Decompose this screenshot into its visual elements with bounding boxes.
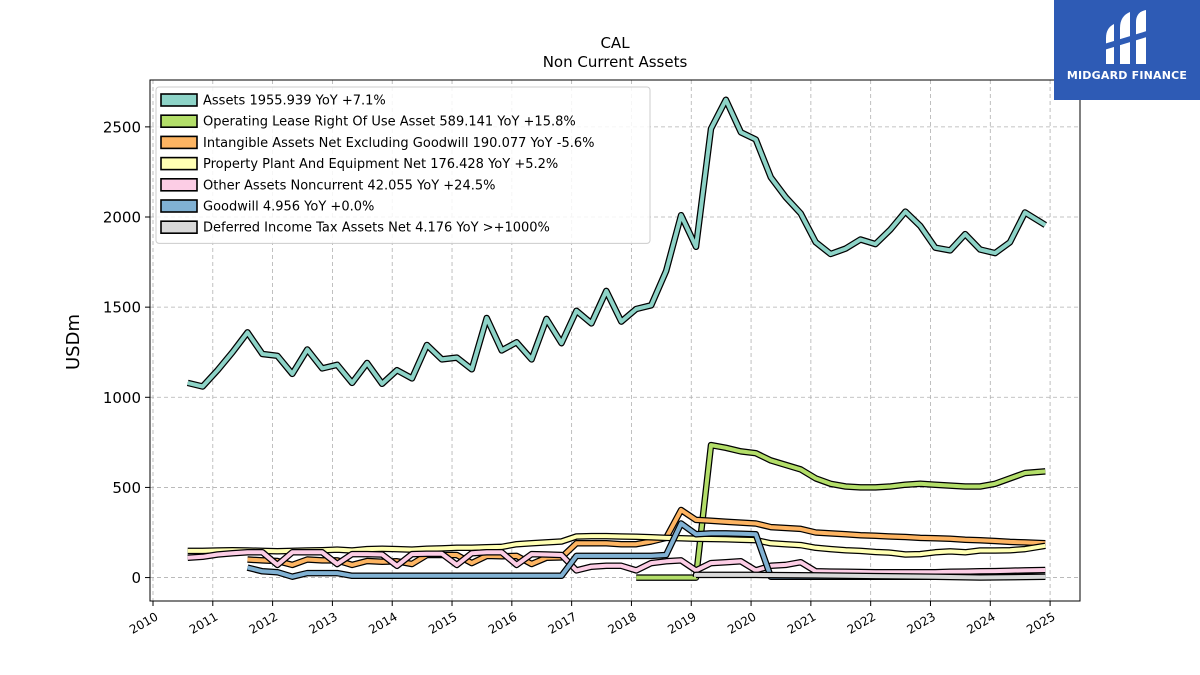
legend-swatch xyxy=(160,178,198,192)
chart-title: CAL xyxy=(600,34,630,52)
series-line-6 xyxy=(694,572,1046,580)
legend-swatch xyxy=(160,220,198,234)
legend-entry: Assets 1955.939 YoY +7.1% xyxy=(203,94,386,109)
y-tick-label: 500 xyxy=(112,479,141,497)
series-line-1 xyxy=(636,443,1046,580)
x-tick-label: 2015 xyxy=(426,609,459,636)
x-tick-label: 2020 xyxy=(725,609,758,636)
x-tick-label: 2023 xyxy=(905,609,938,636)
legend-box xyxy=(155,86,651,244)
x-tick-label: 2017 xyxy=(546,609,579,636)
y-tick-label: 1500 xyxy=(103,299,141,317)
x-tick-label: 2010 xyxy=(127,609,160,636)
chart-subtitle: Non Current Assets xyxy=(543,53,688,71)
series-line-4 xyxy=(187,550,1046,575)
legend-swatch xyxy=(160,135,198,150)
x-tick-label: 2014 xyxy=(366,609,399,636)
series-line-2 xyxy=(247,508,1046,567)
legend-entry: Intangible Assets Net Excluding Goodwill… xyxy=(203,136,594,151)
legend-swatch xyxy=(160,114,198,128)
legend-swatch xyxy=(160,199,198,213)
x-tick-label: 2018 xyxy=(605,609,638,636)
x-tick-label: 2021 xyxy=(785,609,818,636)
brand-name: MIDGARD FINANCE xyxy=(1066,69,1188,82)
series-line-3 xyxy=(187,534,1046,557)
legend-entry: Operating Lease Right Of Use Asset 589.1… xyxy=(203,115,576,130)
legend: Assets 1955.939 YoY +7.1% Operating Lease… xyxy=(155,86,651,244)
legend-entry: Property Plant And Equipment Net 176.428… xyxy=(203,157,558,172)
series-line-0 xyxy=(187,97,1047,389)
y-tick-label: 1000 xyxy=(103,389,141,407)
x-tick-label: 2013 xyxy=(306,609,339,636)
legend-entry: Other Assets Noncurrent 42.055 YoY +24.5… xyxy=(203,178,495,193)
plot-lines xyxy=(186,96,1048,581)
brand-mark-icon xyxy=(1104,10,1150,64)
plot-frame xyxy=(149,79,1081,602)
y-axis-label: USDm xyxy=(63,314,84,370)
y-tick-label: 2000 xyxy=(103,209,141,227)
series-line-5 xyxy=(247,521,1046,579)
legend-swatch xyxy=(160,156,198,171)
x-tick-label: 2019 xyxy=(665,609,698,636)
x-tick-label: 2025 xyxy=(1024,609,1057,636)
legend-swatch xyxy=(160,93,198,107)
legend-entry: Deferred Income Tax Assets Net 4.176 YoY… xyxy=(203,221,550,236)
y-tick-label: 0 xyxy=(131,569,141,587)
legend-entry: Goodwill 4.956 YoY +0.0% xyxy=(203,200,374,215)
y-tick-label: 2500 xyxy=(103,118,141,136)
x-tick-label: 2012 xyxy=(247,609,280,636)
brand-logo: MIDGARD FINANCE xyxy=(1054,0,1200,100)
x-tick-label: 2024 xyxy=(964,609,997,636)
x-tick-label: 2016 xyxy=(486,609,519,636)
x-tick-label: 2011 xyxy=(187,609,220,636)
x-tick-label: 2022 xyxy=(845,609,878,636)
